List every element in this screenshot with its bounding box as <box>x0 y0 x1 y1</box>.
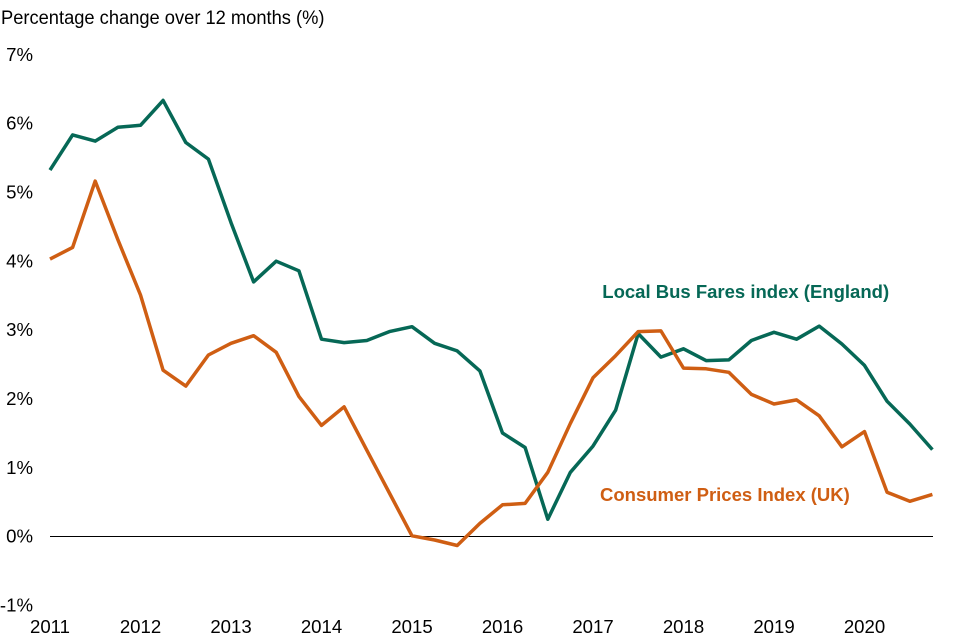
svg-text:0%: 0% <box>6 526 33 547</box>
svg-text:2017: 2017 <box>572 616 613 637</box>
svg-text:2012: 2012 <box>120 616 161 637</box>
svg-text:4%: 4% <box>6 250 33 271</box>
svg-text:Percentage change over 12 mont: Percentage change over 12 months (%) <box>1 8 325 29</box>
svg-text:2019: 2019 <box>753 616 794 637</box>
svg-text:Consumer Prices Index (UK): Consumer Prices Index (UK) <box>600 484 850 505</box>
svg-text:2%: 2% <box>6 388 33 409</box>
svg-text:2016: 2016 <box>482 616 523 637</box>
svg-text:1%: 1% <box>6 457 33 478</box>
svg-text:-1%: -1% <box>0 595 33 616</box>
svg-text:7%: 7% <box>6 44 33 65</box>
svg-text:2020: 2020 <box>844 616 885 637</box>
svg-text:2018: 2018 <box>663 616 704 637</box>
svg-text:2011: 2011 <box>30 616 70 637</box>
svg-text:3%: 3% <box>6 319 33 340</box>
svg-text:2014: 2014 <box>301 616 342 637</box>
svg-text:2013: 2013 <box>210 616 251 637</box>
svg-text:Local Bus Fares index (England: Local Bus Fares index (England) <box>602 281 889 302</box>
svg-text:5%: 5% <box>6 181 33 202</box>
svg-text:6%: 6% <box>6 113 33 134</box>
svg-text:2015: 2015 <box>391 616 432 637</box>
